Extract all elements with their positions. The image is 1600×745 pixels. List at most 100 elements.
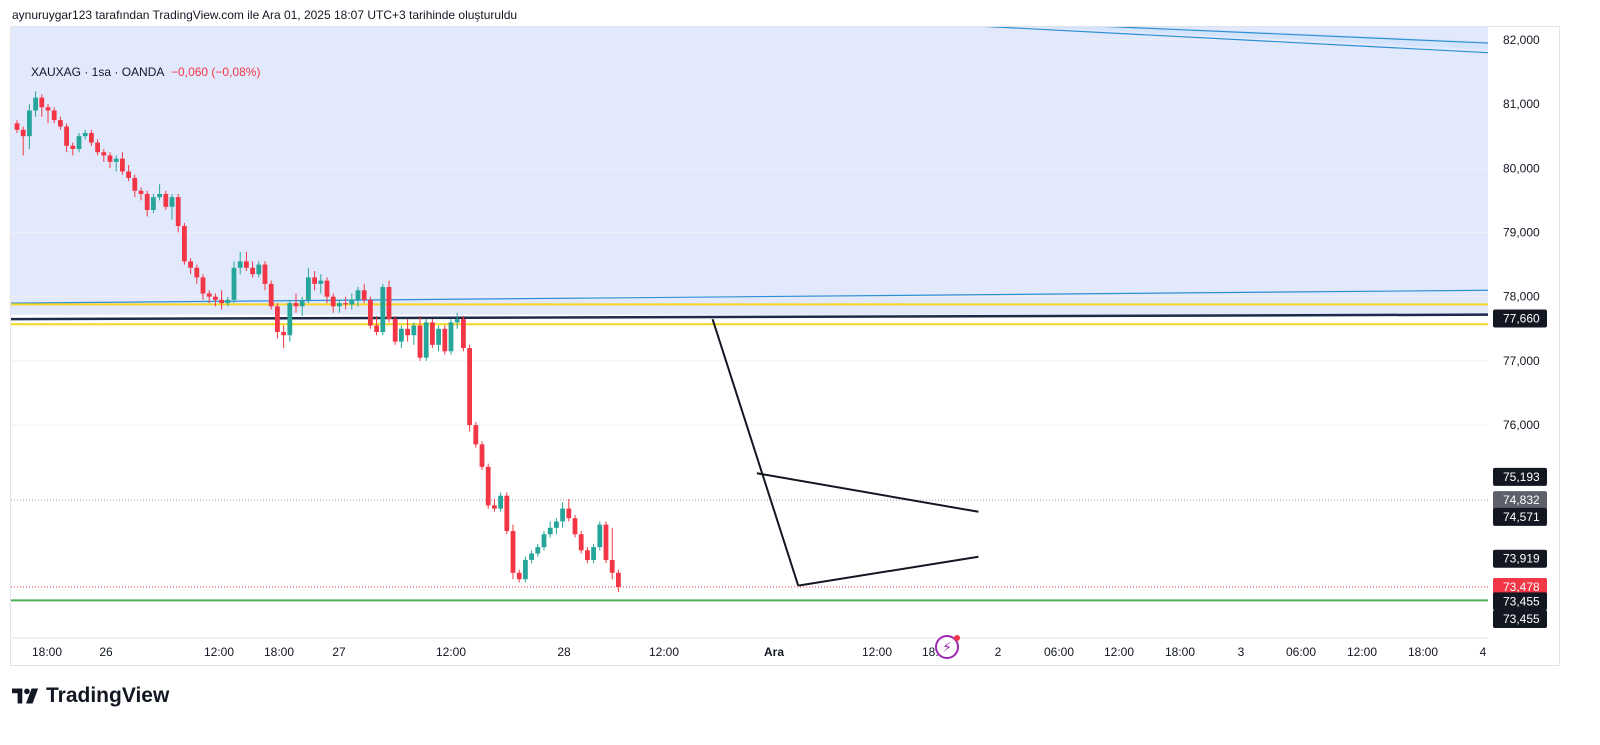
- candle-body[interactable]: [448, 322, 454, 352]
- candle-body[interactable]: [591, 547, 596, 560]
- candle-body[interactable]: [287, 303, 293, 336]
- candle-body[interactable]: [337, 303, 342, 307]
- candle-body[interactable]: [454, 319, 460, 323]
- candle-body[interactable]: [107, 155, 113, 162]
- candle-body[interactable]: [392, 319, 398, 342]
- candle-body[interactable]: [231, 267, 237, 300]
- candle-body[interactable]: [479, 444, 485, 467]
- candle-body[interactable]: [70, 145, 76, 149]
- candle-body[interactable]: [126, 171, 131, 178]
- candle-body[interactable]: [244, 261, 249, 268]
- candle-body[interactable]: [101, 152, 107, 156]
- candle-body[interactable]: [467, 348, 472, 426]
- blue-trend-line[interactable]: [750, 27, 1489, 44]
- price-axis[interactable]: [1488, 27, 1559, 665]
- candle-body[interactable]: [405, 328, 410, 336]
- price-chart[interactable]: 82,000 81,000 80,000 79,000 78,000 77,000 76,0…: [11, 27, 1559, 665]
- candle-body[interactable]: [585, 550, 590, 560]
- candle-body[interactable]: [275, 306, 280, 332]
- candle-body[interactable]: [485, 466, 491, 506]
- candle-body[interactable]: [504, 495, 510, 532]
- candle-body[interactable]: [473, 425, 479, 445]
- symbol-legend[interactable]: XAUXAG · 1sa · OANDA −0,060 (−0,08%): [31, 65, 260, 79]
- candle-body[interactable]: [262, 264, 268, 284]
- candle-body[interactable]: [386, 287, 392, 320]
- candle-body[interactable]: [113, 158, 119, 162]
- candle-body[interactable]: [82, 132, 88, 137]
- candle-body[interactable]: [578, 534, 584, 551]
- candle-body[interactable]: [560, 508, 565, 522]
- triangle-pattern-line[interactable]: [798, 555, 979, 587]
- candle-body[interactable]: [554, 521, 559, 528]
- candle-body[interactable]: [318, 280, 324, 284]
- price-badge[interactable]: [1493, 592, 1547, 611]
- price-badge[interactable]: [1493, 467, 1547, 486]
- candle-body[interactable]: [423, 322, 429, 358]
- price-badge[interactable]: [1493, 507, 1547, 526]
- candle-body[interactable]: [157, 193, 162, 198]
- candle-body[interactable]: [361, 290, 367, 300]
- candle-body[interactable]: [151, 197, 156, 210]
- candle-body[interactable]: [58, 120, 63, 127]
- candle-body[interactable]: [529, 553, 534, 560]
- candle-body[interactable]: [442, 328, 448, 352]
- candle-body[interactable]: [138, 190, 144, 194]
- candle-body[interactable]: [616, 572, 621, 587]
- symbol-info[interactable]: XAUXAG · 1sa · OANDA: [31, 65, 164, 79]
- candle-body[interactable]: [609, 559, 615, 573]
- candle-body[interactable]: [213, 296, 218, 300]
- candle-body[interactable]: [293, 303, 299, 307]
- navy-trend-line[interactable]: [11, 313, 1489, 321]
- candle-body[interactable]: [225, 299, 231, 304]
- price-badge[interactable]: [1493, 491, 1547, 510]
- lightning-icon[interactable]: ⚡: [935, 635, 960, 659]
- candle-body[interactable]: [268, 283, 274, 307]
- candle-body[interactable]: [144, 193, 150, 210]
- candle-body[interactable]: [194, 267, 200, 278]
- candle-body[interactable]: [349, 299, 355, 305]
- candle-body[interactable]: [76, 136, 82, 149]
- candle-body[interactable]: [33, 97, 38, 111]
- candle-body[interactable]: [461, 319, 466, 349]
- price-badge[interactable]: [1493, 309, 1547, 328]
- candle-body[interactable]: [306, 277, 311, 300]
- candle-body[interactable]: [380, 287, 386, 332]
- candle-body[interactable]: [312, 277, 317, 284]
- candle-body[interactable]: [256, 264, 262, 275]
- candle-body[interactable]: [250, 267, 255, 275]
- candle-body[interactable]: [64, 126, 69, 146]
- candle-body[interactable]: [547, 527, 553, 535]
- candle-body[interactable]: [169, 197, 175, 207]
- candle-body[interactable]: [89, 132, 94, 143]
- tradingview-logo[interactable]: TradingView: [12, 684, 169, 708]
- price-badge[interactable]: [1493, 610, 1547, 629]
- triangle-pattern-line[interactable]: [756, 472, 979, 513]
- candle-body[interactable]: [498, 495, 503, 509]
- candle-body[interactable]: [132, 177, 138, 191]
- candle-body[interactable]: [188, 261, 193, 268]
- candle-body[interactable]: [182, 226, 187, 262]
- candle-body[interactable]: [14, 123, 20, 130]
- candle-body[interactable]: [20, 129, 26, 137]
- candle-body[interactable]: [535, 547, 541, 554]
- candle-body[interactable]: [603, 524, 609, 560]
- candle-body[interactable]: [374, 325, 379, 332]
- candle-body[interactable]: [343, 303, 348, 305]
- candle-body[interactable]: [572, 518, 578, 535]
- candle-body[interactable]: [281, 332, 286, 336]
- candle-body[interactable]: [45, 107, 51, 111]
- candle-body[interactable]: [436, 328, 441, 345]
- candle-body[interactable]: [27, 110, 32, 137]
- candle-body[interactable]: [510, 531, 516, 573]
- candle-body[interactable]: [200, 277, 206, 294]
- candle-body[interactable]: [430, 322, 435, 345]
- candle-body[interactable]: [417, 325, 423, 358]
- candle-body[interactable]: [95, 142, 100, 153]
- candle-body[interactable]: [541, 534, 547, 548]
- candle-body[interactable]: [39, 97, 45, 108]
- candle-body[interactable]: [399, 328, 404, 342]
- candle-body[interactable]: [219, 299, 224, 304]
- candle-body[interactable]: [411, 325, 417, 336]
- candle-body[interactable]: [597, 524, 603, 548]
- blue-trend-line[interactable]: [11, 289, 1489, 304]
